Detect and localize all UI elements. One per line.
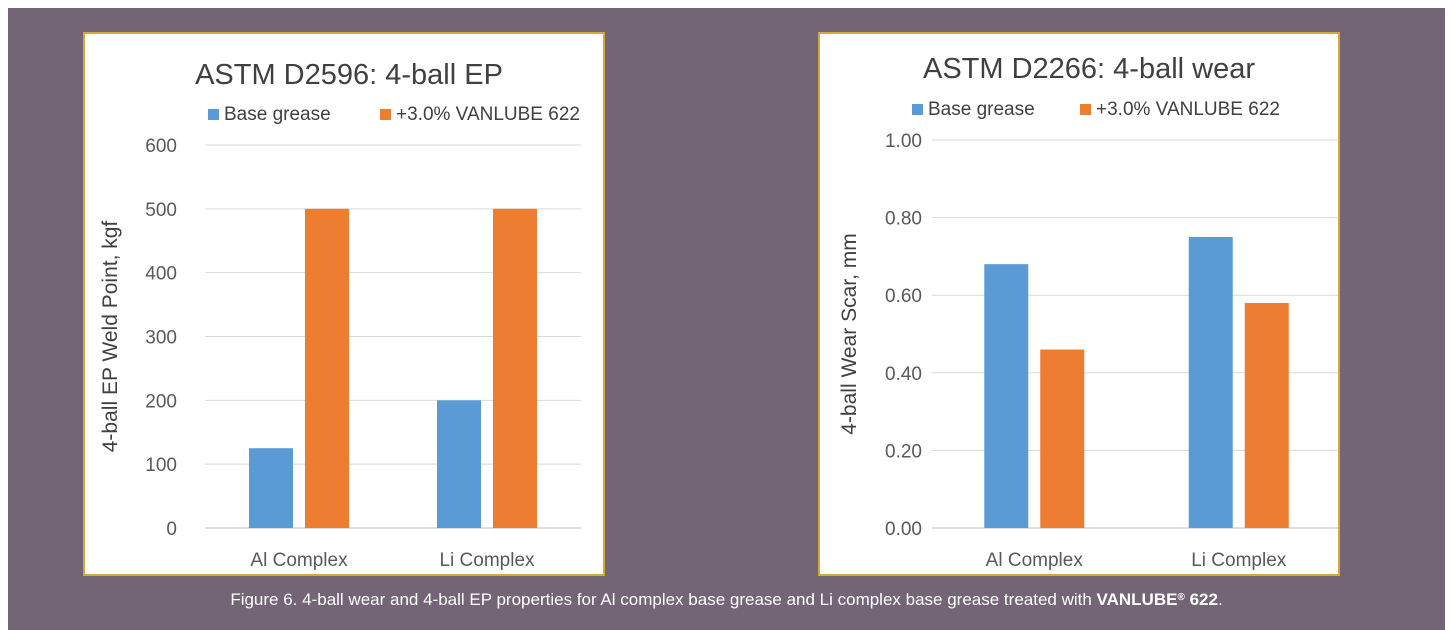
bar-base-grease-al-complex <box>984 264 1029 528</box>
y-tick-label: 500 <box>145 200 177 221</box>
chart-title: ASTM D2266: 4-ball wear <box>923 53 1255 85</box>
y-axis-label: 4-ball EP Weld Point, kgf <box>99 221 122 453</box>
chart-panel-ep: ASTM D2596: 4-ball EP Base grease +3.0% VA… <box>83 32 605 576</box>
legend-label-1: Base grease <box>224 104 331 125</box>
y-tick-label: 600 <box>145 136 177 157</box>
caption-product-number: 622 <box>1184 590 1218 609</box>
y-tick-label: 100 <box>145 455 177 476</box>
legend-label-2: +3.0% VANLUBE 622 <box>396 104 580 125</box>
y-tick-label: 300 <box>145 328 177 349</box>
chart-ep-weld-point: ASTM D2596: 4-ball EP Base grease +3.0% VA… <box>99 59 581 571</box>
bar-treated-al-complex <box>305 208 349 529</box>
y-tick-label: 0.00 <box>885 519 922 540</box>
y-tick-label: 0.80 <box>885 209 922 230</box>
chart-wear-scar: ASTM D2266: 4-ball wear Base grease +3.0% … <box>838 53 1338 571</box>
y-tick-label: 400 <box>145 264 177 285</box>
y-tick-label: 200 <box>145 391 177 412</box>
x-tick-label: Li Complex <box>1191 550 1287 571</box>
y-tick-label: 0 <box>166 519 177 540</box>
chart-title: ASTM D2596: 4-ball EP <box>195 59 503 91</box>
y-axis-label: 4-ball Wear Scar, mm <box>838 233 861 435</box>
legend-swatch-1 <box>912 104 923 115</box>
legend-swatch-2 <box>1080 104 1091 115</box>
caption-end: . <box>1217 590 1223 609</box>
caption-text: Figure 6. 4-ball wear and 4-ball EP prop… <box>230 590 1097 609</box>
x-tick-label: Al Complex <box>250 550 348 571</box>
legend-label-2: +3.0% VANLUBE 622 <box>1096 99 1280 120</box>
y-tick-label: 0.20 <box>885 441 922 462</box>
caption-registered-mark: ® <box>1177 592 1185 603</box>
y-tick-label: 0.40 <box>885 364 922 385</box>
figure-caption: Figure 6. 4-ball wear and 4-ball EP prop… <box>8 586 1445 612</box>
x-tick-label: Al Complex <box>986 550 1084 571</box>
chart-panel-wear: ASTM D2266: 4-ball wear Base grease +3.0% … <box>818 32 1340 576</box>
bar-base-grease-li-complex <box>1188 237 1233 528</box>
bar-treated-li-complex <box>1244 302 1289 528</box>
caption-brand: VANLUBE <box>1096 590 1178 609</box>
caption-product-name: VANLUBE® 622 <box>1097 590 1218 609</box>
legend-label-1: Base grease <box>928 99 1035 120</box>
bar-treated-li-complex <box>493 208 537 529</box>
y-tick-label: 0.60 <box>885 286 922 307</box>
legend-swatch-1 <box>208 109 219 120</box>
figure: ASTM D2596: 4-ball EP Base grease +3.0% VA… <box>8 8 1445 630</box>
legend-swatch-2 <box>380 109 391 120</box>
x-tick-label: Li Complex <box>439 550 535 571</box>
bar-base-grease-al-complex <box>249 448 293 528</box>
y-tick-label: 1.00 <box>885 131 922 152</box>
bar-base-grease-li-complex <box>437 400 481 528</box>
bar-treated-al-complex <box>1040 349 1085 528</box>
